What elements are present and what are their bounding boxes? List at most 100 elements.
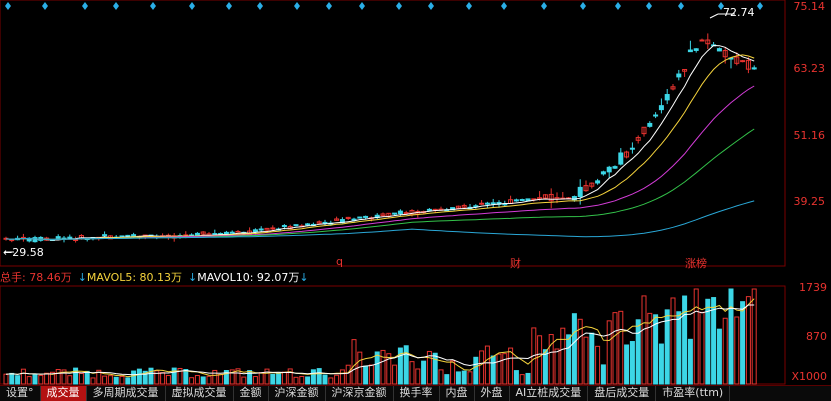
candle-body (583, 185, 589, 192)
candle-body (484, 202, 490, 205)
volume-bar (84, 370, 90, 385)
diamond-marker (326, 2, 332, 10)
volume-bar (571, 313, 577, 385)
candle-body (55, 236, 61, 239)
tab-8[interactable]: 内盘 (440, 386, 475, 401)
volume-bar (96, 369, 102, 385)
tab-5[interactable]: 沪深金额 (269, 386, 326, 401)
candle-body (73, 239, 79, 242)
diamond-marker (226, 2, 232, 10)
volume-bar (432, 352, 438, 385)
down-arrow-icon: ↓ (188, 271, 198, 284)
candle-body (9, 239, 15, 242)
candle-body (194, 232, 200, 236)
event-marker-q[interactable]: q (336, 255, 343, 268)
candle-body (229, 231, 235, 234)
tab-11[interactable]: 盘后成交量 (588, 386, 657, 401)
volume-bar (618, 310, 624, 385)
price-axis-4: 39.25 (793, 195, 826, 208)
candle-body (600, 171, 606, 175)
volume-bar (345, 364, 351, 385)
candle-body (595, 180, 601, 184)
diamond-marker (718, 2, 724, 10)
volume-bar (473, 356, 479, 385)
volume-bar (374, 351, 380, 385)
volume-bar (102, 375, 108, 385)
volume-bar (392, 364, 398, 385)
volume-bar (444, 374, 450, 385)
volume-bar (9, 372, 15, 385)
diamond-marker (257, 2, 263, 10)
volume-bar (177, 367, 183, 385)
volume-bar (67, 375, 73, 385)
candle-body (519, 198, 525, 201)
mavol5-group: ↓MAVOL5: 80.13万 (78, 269, 182, 285)
volume-info-bar: 总手: 78.46万 ↓MAVOL5: 80.13万 ↓MAVOL10: 92.… (0, 268, 785, 286)
candle-body (670, 86, 676, 90)
tab-3[interactable]: 虚拟成交量 (166, 386, 234, 401)
candle-body (397, 210, 403, 215)
volume-bar (600, 364, 606, 385)
diamond-marker (428, 2, 434, 10)
volume-bar (200, 376, 206, 385)
volume-bar (26, 376, 32, 385)
tab-0[interactable]: 设置° (0, 386, 41, 401)
volume-bar (61, 369, 67, 385)
volume-bar (566, 334, 572, 385)
volume-average-lines (5, 298, 755, 378)
diamond-marker (359, 2, 365, 10)
volume-bar (363, 365, 369, 385)
volume-bar (55, 368, 61, 385)
price-axis-2: 63.23 (793, 62, 826, 75)
candle-body (490, 202, 496, 205)
tab-12[interactable]: 市盈率(ttm) (656, 386, 731, 401)
candlesticks (3, 33, 757, 243)
volume-bar (270, 373, 276, 385)
ma-line-60 (5, 200, 755, 240)
tab-2[interactable]: 多周期成交量 (87, 386, 166, 401)
event-marker-finance[interactable]: 财 (510, 257, 521, 270)
volume-bar (537, 335, 543, 385)
volume-bar (508, 347, 514, 385)
diamond-marker (466, 2, 472, 10)
candle-body (542, 194, 548, 199)
candle-body (345, 216, 351, 220)
candle-body (687, 49, 693, 53)
volume-bar (276, 373, 282, 385)
price-axis-top: 75.14 (793, 0, 826, 13)
tab-1[interactable]: 成交量 (40, 386, 87, 401)
diamond-marker (757, 2, 763, 10)
candle-body (664, 94, 670, 101)
volume-bar (461, 370, 467, 385)
tab-7[interactable]: 换手率 (394, 386, 440, 401)
volume-bar (421, 360, 427, 385)
tab-6[interactable]: 沪深京金额 (326, 386, 394, 401)
indicator-tab-bar: 设置° 成交量 多周期成交量 虚拟成交量 金额 沪深金额 沪深京金额 换手率 内盘 外盘 AI立桩成… (0, 385, 831, 401)
volume-bar (467, 371, 473, 385)
candle-body (577, 186, 583, 198)
volume-bar (212, 369, 218, 385)
volume-bar (38, 374, 44, 385)
event-marker-rank[interactable]: 涨榜 (685, 257, 707, 270)
candle-body (200, 231, 206, 235)
diamond-marker (82, 2, 88, 10)
tab-10[interactable]: AI立桩成交量 (510, 386, 589, 401)
volume-bar (496, 353, 502, 385)
volume-bar (339, 369, 345, 385)
diamond-marker (294, 2, 300, 10)
tab-4[interactable]: 金额 (234, 386, 269, 401)
candle-body (734, 56, 740, 64)
candle-body (693, 48, 699, 51)
volume-bar (682, 295, 688, 385)
volume-bar (386, 353, 392, 385)
volume-bar (299, 375, 305, 385)
tab-9[interactable]: 外盘 (475, 386, 510, 401)
volume-bar (426, 350, 432, 385)
candle-body (658, 105, 664, 111)
diamond-marker (113, 2, 119, 10)
volume-bar (90, 377, 96, 385)
signal-markers (5, 2, 763, 10)
candle-body (682, 68, 688, 72)
volume-bar (252, 376, 258, 385)
